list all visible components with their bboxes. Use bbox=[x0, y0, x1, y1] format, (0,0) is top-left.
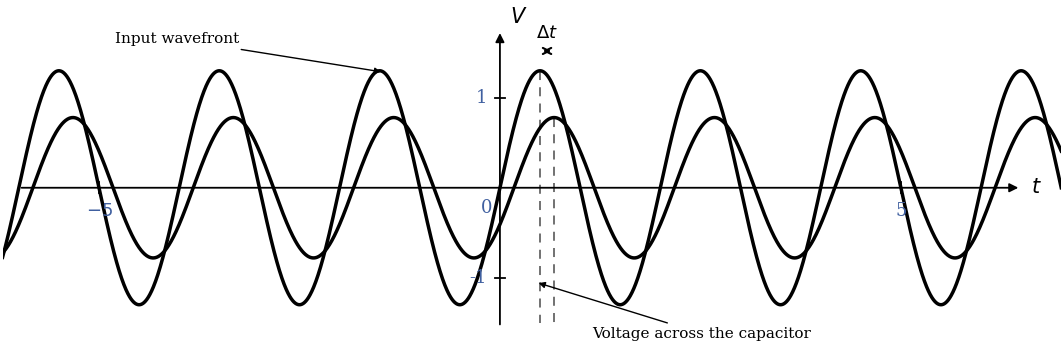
Text: $-5$: $-5$ bbox=[85, 202, 113, 220]
Text: $t$: $t$ bbox=[1031, 178, 1042, 197]
Text: Input wavefront: Input wavefront bbox=[115, 32, 380, 73]
Text: 5: 5 bbox=[895, 202, 907, 220]
Text: 0: 0 bbox=[481, 199, 492, 218]
Text: -1: -1 bbox=[469, 269, 487, 287]
Text: $V$: $V$ bbox=[510, 7, 527, 27]
Text: Voltage across the capacitor: Voltage across the capacitor bbox=[541, 283, 811, 341]
Text: 1: 1 bbox=[476, 89, 487, 107]
Text: $\Delta t$: $\Delta t$ bbox=[536, 24, 558, 42]
